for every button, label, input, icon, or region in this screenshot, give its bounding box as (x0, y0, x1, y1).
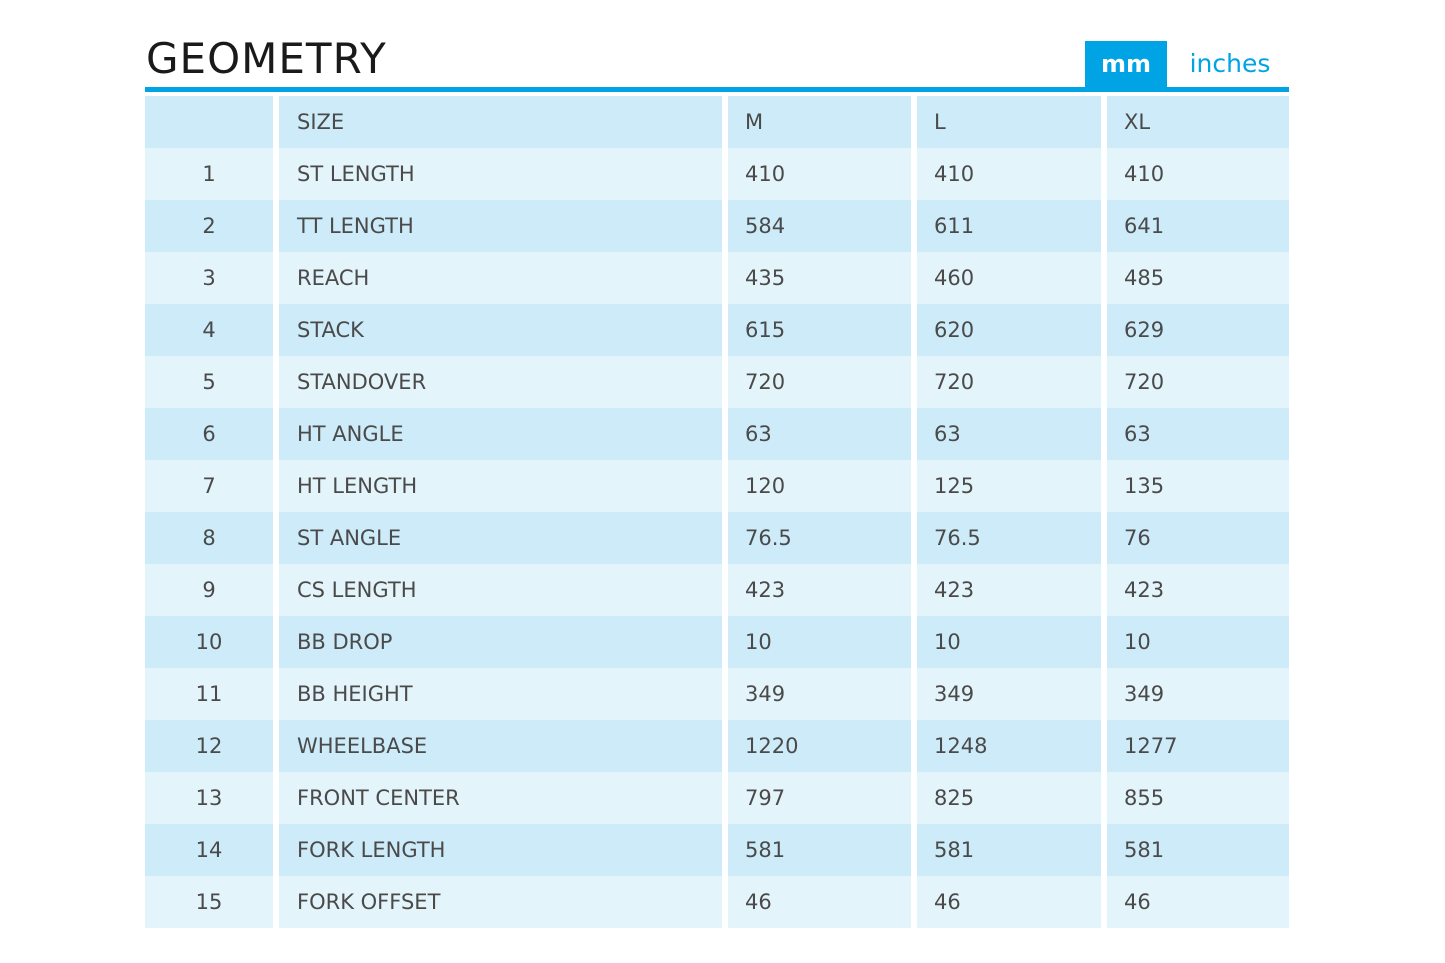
row-label: BB HEIGHT (279, 668, 722, 720)
row-number: 7 (145, 460, 273, 512)
value-cell: 46 (1107, 876, 1289, 928)
row-number: 11 (145, 668, 273, 720)
header-cell: SIZE (279, 96, 722, 148)
row-number: 4 (145, 304, 273, 356)
row-label: REACH (279, 252, 722, 304)
row-number: 2 (145, 200, 273, 252)
value-cell: 423 (728, 564, 911, 616)
value-cell: 76 (1107, 512, 1289, 564)
value-cell: 825 (917, 772, 1101, 824)
unit-tab[interactable]: inches (1189, 49, 1271, 78)
value-cell: 720 (1107, 356, 1289, 408)
value-cell: 615 (728, 304, 911, 356)
value-cell: 76.5 (917, 512, 1101, 564)
row-label: BB DROP (279, 616, 722, 668)
header-cell: L (917, 96, 1101, 148)
value-cell: 720 (728, 356, 911, 408)
header-cell: XL (1107, 96, 1289, 148)
value-cell: 855 (1107, 772, 1289, 824)
value-cell: 120 (728, 460, 911, 512)
row-label: HT LENGTH (279, 460, 722, 512)
row-number: 15 (145, 876, 273, 928)
value-cell: 10 (917, 616, 1101, 668)
value-cell: 10 (728, 616, 911, 668)
value-cell: 63 (917, 408, 1101, 460)
row-number: 9 (145, 564, 273, 616)
row-number: 6 (145, 408, 273, 460)
value-cell: 76.5 (728, 512, 911, 564)
row-label: ST ANGLE (279, 512, 722, 564)
value-cell: 641 (1107, 200, 1289, 252)
row-label: TT LENGTH (279, 200, 722, 252)
value-cell: 1277 (1107, 720, 1289, 772)
value-cell: 460 (917, 252, 1101, 304)
value-cell: 63 (728, 408, 911, 460)
value-cell: 423 (917, 564, 1101, 616)
row-label: STANDOVER (279, 356, 722, 408)
value-cell: 410 (728, 148, 911, 200)
value-cell: 46 (728, 876, 911, 928)
value-cell: 135 (1107, 460, 1289, 512)
value-cell: 125 (917, 460, 1101, 512)
row-number: 3 (145, 252, 273, 304)
value-cell: 1248 (917, 720, 1101, 772)
value-cell: 485 (1107, 252, 1289, 304)
row-label: CS LENGTH (279, 564, 722, 616)
value-cell: 1220 (728, 720, 911, 772)
value-cell: 349 (728, 668, 911, 720)
value-cell: 349 (1107, 668, 1289, 720)
value-cell: 410 (917, 148, 1101, 200)
header-rule (145, 87, 1289, 92)
value-cell: 720 (917, 356, 1101, 408)
header-cell (145, 96, 273, 148)
value-cell: 611 (917, 200, 1101, 252)
row-label: ST LENGTH (279, 148, 722, 200)
value-cell: 46 (917, 876, 1101, 928)
value-cell: 423 (1107, 564, 1289, 616)
value-cell: 581 (1107, 824, 1289, 876)
value-cell: 410 (1107, 148, 1289, 200)
value-cell: 349 (917, 668, 1101, 720)
row-label: STACK (279, 304, 722, 356)
unit-tab-active[interactable]: mm (1085, 41, 1167, 87)
value-cell: 584 (728, 200, 911, 252)
row-number: 5 (145, 356, 273, 408)
header-cell: M (728, 96, 911, 148)
value-cell: 797 (728, 772, 911, 824)
row-number: 14 (145, 824, 273, 876)
row-label: FORK OFFSET (279, 876, 722, 928)
row-number: 1 (145, 148, 273, 200)
row-number: 8 (145, 512, 273, 564)
row-label: WHEELBASE (279, 720, 722, 772)
value-cell: 581 (917, 824, 1101, 876)
row-number: 10 (145, 616, 273, 668)
value-cell: 63 (1107, 408, 1289, 460)
value-cell: 620 (917, 304, 1101, 356)
value-cell: 581 (728, 824, 911, 876)
row-label: HT ANGLE (279, 408, 722, 460)
row-label: FORK LENGTH (279, 824, 722, 876)
row-label: FRONT CENTER (279, 772, 722, 824)
value-cell: 629 (1107, 304, 1289, 356)
value-cell: 435 (728, 252, 911, 304)
row-number: 13 (145, 772, 273, 824)
value-cell: 10 (1107, 616, 1289, 668)
row-number: 12 (145, 720, 273, 772)
title: GEOMETRY (146, 34, 387, 83)
